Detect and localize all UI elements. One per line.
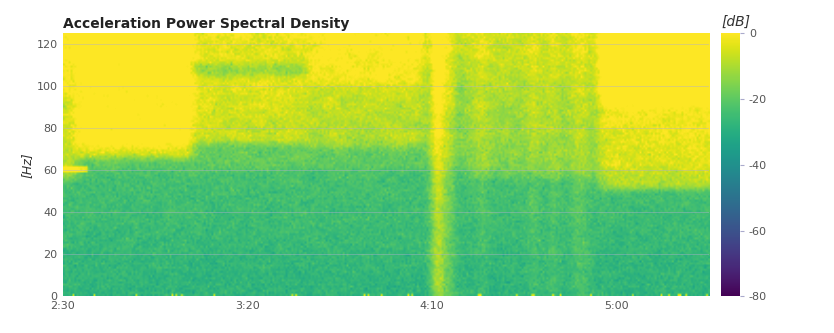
Y-axis label: [Hz]: [Hz] <box>21 152 34 177</box>
Text: Acceleration Power Spectral Density: Acceleration Power Spectral Density <box>63 17 349 31</box>
Text: [dB]: [dB] <box>721 15 751 29</box>
